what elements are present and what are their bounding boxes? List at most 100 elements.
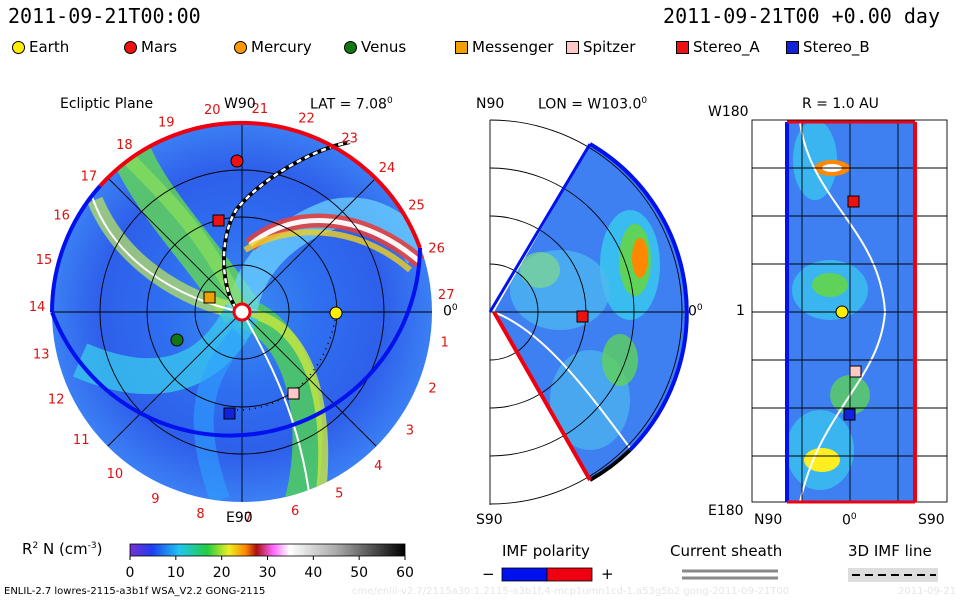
carrington-tick-label: 20 xyxy=(204,103,221,118)
imf-plus-label: + xyxy=(601,565,614,583)
stereo-a-marker xyxy=(576,310,589,323)
carrington-tick-label: 15 xyxy=(36,253,53,268)
carrington-tick-label: 11 xyxy=(73,433,90,448)
stereo-a-marker xyxy=(847,195,860,208)
stereo-b-marker xyxy=(223,407,236,420)
carrington-tick-label: 18 xyxy=(116,138,133,153)
colorbar-tick-label: 50 xyxy=(350,565,368,581)
sphere-x-label-n90: N90 xyxy=(754,512,783,528)
legend-label: Spitzer xyxy=(583,38,636,56)
sphere-mid-label: 1 xyxy=(736,303,745,319)
colorbar-tick-label: 40 xyxy=(304,565,322,581)
carrington-tick-label: 1 xyxy=(441,336,449,351)
carrington-tick-label: 3 xyxy=(406,424,414,439)
spitzer-marker-icon xyxy=(566,40,579,54)
spitzer-marker xyxy=(849,365,862,378)
carrington-tick-label: 14 xyxy=(29,300,46,315)
lat-sup: 0 xyxy=(386,96,393,106)
carrington-tick-label: 2 xyxy=(428,382,436,397)
ecliptic-title: Ecliptic Plane xyxy=(60,96,154,112)
carrington-tick-label: 27 xyxy=(438,288,455,303)
imf-line-label: 3D IMF line xyxy=(848,542,932,560)
carrington-tick-label: 6 xyxy=(291,504,299,519)
footer-date: 2011-09-21 xyxy=(898,586,957,597)
legend-earth: Earth xyxy=(12,38,69,56)
imf-positive-swatch xyxy=(546,567,593,582)
sphere-x-label-zero: 00 xyxy=(842,512,857,529)
carrington-tick-label: 13 xyxy=(33,348,50,363)
colorbar-ticks: 0 10 20 30 40 50 60 xyxy=(126,556,414,581)
lat-text: LAT = 7.08 xyxy=(310,96,387,113)
zero-text: 0 xyxy=(842,512,851,529)
current-sheath-label: Current sheath xyxy=(670,542,783,560)
zero-text: 0 xyxy=(688,303,697,320)
carrington-tick-label: 8 xyxy=(196,507,204,522)
legend-label: Earth xyxy=(29,38,70,56)
legend-messenger: Messenger xyxy=(455,38,553,56)
meridional-panel xyxy=(488,119,690,505)
stereo-b-marker-icon xyxy=(786,40,799,54)
colorbar-tick-label: 20 xyxy=(213,565,231,581)
legend-mars: Mars xyxy=(124,38,177,56)
stereo-a-marker-icon xyxy=(676,40,689,54)
meridional-top-label: N90 xyxy=(476,96,505,112)
earth-marker xyxy=(329,306,343,320)
ecliptic-lat-label: LAT = 7.080 xyxy=(310,96,393,113)
sun-marker-icon xyxy=(232,302,252,322)
legend-stereo-a: Stereo_A xyxy=(676,38,760,56)
footer-model-info: ENLIL-2.7 lowres-2115-a3b1f WSA_V2.2 GON… xyxy=(4,586,266,597)
earth-marker xyxy=(835,305,849,319)
venus-marker xyxy=(170,333,184,347)
datetime-right: 2011-09-21T00 +0.00 day xyxy=(663,4,940,28)
stereo-a-marker xyxy=(212,214,225,227)
carrington-tick-label: 16 xyxy=(53,209,70,224)
sphere-r-label: R = 1.0 AU xyxy=(802,96,879,112)
carrington-tick-label: 5 xyxy=(335,486,343,501)
sphere-x-label-s90: S90 xyxy=(918,512,945,528)
carrington-tick-label: 26 xyxy=(428,242,445,257)
zero-sup: 0 xyxy=(696,303,703,313)
legend-label: Stereo_A xyxy=(693,38,760,56)
ecliptic-bottom-label: E90 xyxy=(226,510,253,526)
colorbar-label: R2 N (cm-3) xyxy=(22,540,103,558)
cbar-r: R xyxy=(22,540,33,558)
carrington-tick-label: 24 xyxy=(379,161,396,176)
imf-negative-swatch xyxy=(501,567,548,582)
cbar-unit-sup: -3 xyxy=(87,541,97,551)
sphere-top-label: W180 xyxy=(708,104,749,120)
meridional-right-label: 00 xyxy=(688,303,703,320)
legend-label: Mars xyxy=(141,38,178,56)
legend-label: Mercury xyxy=(251,38,312,56)
legend-spitzer: Spitzer xyxy=(566,38,635,56)
mars-marker xyxy=(230,154,244,168)
mercury-marker-icon xyxy=(234,40,247,54)
legend-mercury: Mercury xyxy=(234,38,312,56)
legend-venus: Venus xyxy=(344,38,406,56)
imf-polarity-label: IMF polarity xyxy=(502,542,590,560)
colorbar-tick-label: 30 xyxy=(259,565,277,581)
legend-label: Stereo_B xyxy=(803,38,870,56)
venus-marker-icon xyxy=(344,40,357,54)
zero-text: 0 xyxy=(443,303,452,320)
carrington-tick-label: 10 xyxy=(107,467,124,482)
ecliptic-top-label: W90 xyxy=(224,96,256,112)
earth-marker-icon xyxy=(12,40,25,54)
zero-sup: 0 xyxy=(850,512,857,522)
lon-text: LON = W103.0 xyxy=(538,96,642,113)
zero-sup: 0 xyxy=(451,303,458,313)
footer-run-path: cme/enlil-v2.7/2115a30:1.2115-a3b1f,4-mc… xyxy=(352,586,790,597)
meridional-lon-label: LON = W103.00 xyxy=(538,96,647,113)
legend-stereo-b: Stereo_B xyxy=(786,38,870,56)
imf-minus-label: − xyxy=(482,565,495,583)
cbar-close: ) xyxy=(96,540,103,558)
carrington-tick-label: 25 xyxy=(408,198,425,213)
stereo-b-marker xyxy=(843,408,856,421)
ecliptic-right-label: 00 xyxy=(443,303,458,320)
sphere-panel xyxy=(751,119,948,504)
spitzer-marker xyxy=(287,387,300,400)
carrington-tick-label: 22 xyxy=(298,111,315,126)
carrington-tick-label: 9 xyxy=(151,492,159,507)
